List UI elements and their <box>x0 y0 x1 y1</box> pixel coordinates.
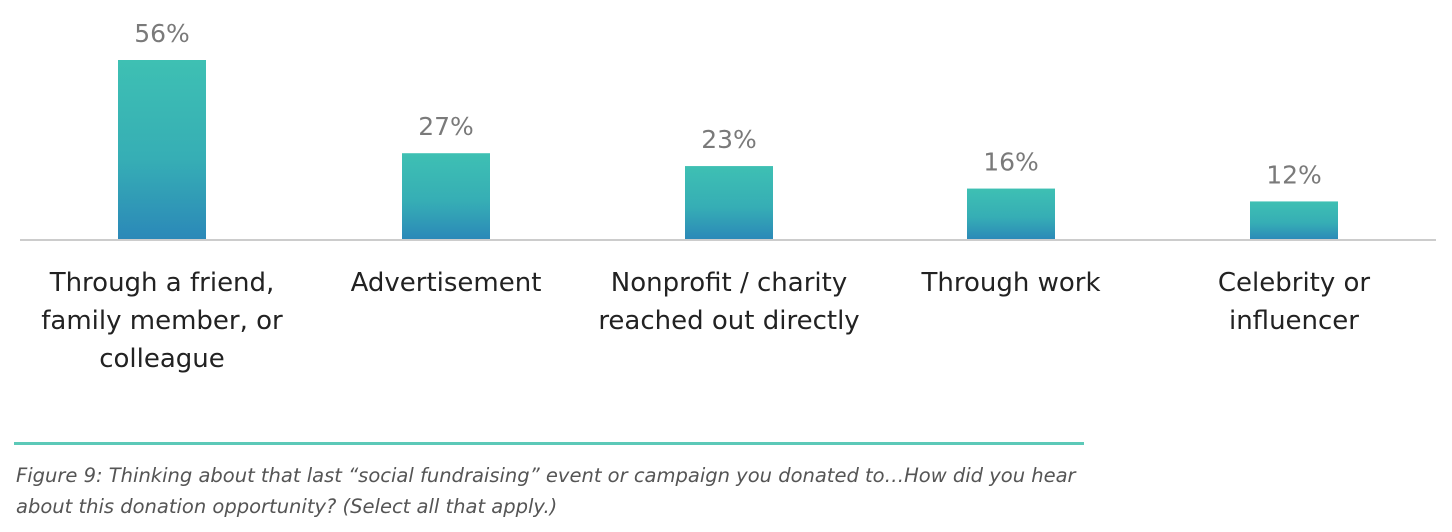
bar-4 <box>967 188 1055 240</box>
category-labels-group: Through a friend, family member, or collea… <box>41 268 1370 374</box>
category-label-line: Through work <box>920 268 1100 298</box>
bar-5 <box>1250 201 1338 240</box>
bar-2 <box>402 153 490 240</box>
value-label-4: 16% <box>983 148 1039 177</box>
category-label-line: reached out directly <box>598 306 859 336</box>
bars-group <box>118 60 1338 240</box>
category-label-line: Advertisement <box>351 268 542 298</box>
value-labels-group: 56% 27% 23% 16% 12% <box>134 19 1322 189</box>
category-label-line: family member, or <box>41 306 283 336</box>
caption-divider <box>14 442 1084 445</box>
category-label-line: colleague <box>99 344 225 374</box>
category-label-line: influencer <box>1229 306 1359 336</box>
category-label-1: Through a friend, family member, or collea… <box>41 268 283 374</box>
category-label-line: Celebrity or <box>1218 268 1371 298</box>
category-label-line: Through a friend, <box>49 268 275 298</box>
bar-chart: 56% 27% 23% 16% 12% Through a friend, family … <box>20 19 1436 374</box>
bar-1 <box>118 60 206 240</box>
value-label-1: 56% <box>134 19 190 48</box>
category-label-2: Advertisement <box>351 268 542 298</box>
value-label-5: 12% <box>1266 160 1322 189</box>
category-label-5: Celebrity or influencer <box>1218 268 1371 336</box>
value-label-2: 27% <box>418 112 474 141</box>
value-label-3: 23% <box>701 125 757 154</box>
category-label-3: Nonprofit / charity reached out directly <box>598 268 859 336</box>
bar-3 <box>685 166 773 240</box>
figure-caption: Figure 9: Thinking about that last “soci… <box>16 464 1076 518</box>
category-label-line: Nonprofit / charity <box>611 268 847 298</box>
category-label-4: Through work <box>920 268 1100 298</box>
